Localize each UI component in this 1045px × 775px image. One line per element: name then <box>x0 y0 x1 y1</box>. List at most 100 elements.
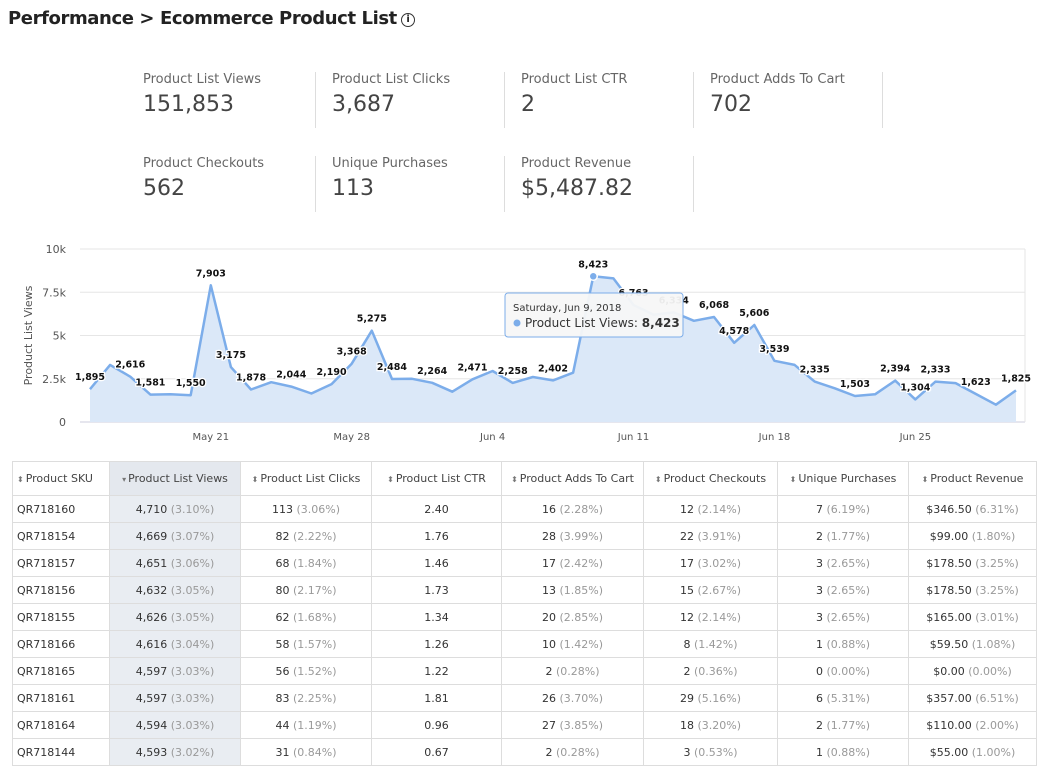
cell-value: $165.00 <box>926 610 972 624</box>
column-header[interactable]: Product SKU <box>12 461 110 496</box>
tooltip-value: 8,423 <box>642 316 680 330</box>
line <box>89 275 1017 406</box>
cell-percent: (1.77%) <box>826 529 871 543</box>
kpi-label: Unique Purchases <box>332 156 448 171</box>
cell-value: 22 <box>679 529 694 543</box>
cell-percent: (6.19%) <box>826 502 871 516</box>
data-label: 3,368 <box>337 347 367 358</box>
info-icon[interactable]: i <box>400 13 415 27</box>
cell-value: 26 <box>541 691 556 705</box>
cell-value: 12 <box>679 502 694 516</box>
cell-value: 2 <box>815 718 823 732</box>
kpi-label: Product Checkouts <box>143 156 265 171</box>
column-header[interactable]: Product List CTR <box>371 461 502 496</box>
cell-percent: (2.25%) <box>292 691 337 705</box>
cell-value: 13 <box>541 583 556 597</box>
table-cell: 0.96 <box>371 711 502 739</box>
x-tick-label: May 28 <box>333 432 370 443</box>
cell-percent: (2.28%) <box>559 502 604 516</box>
table-cell: 58 (1.57%) <box>240 630 372 658</box>
kpi-value: 2 <box>521 92 535 117</box>
cell-value: 7 <box>815 502 823 516</box>
column-header[interactable]: Product List Clicks <box>240 461 372 496</box>
cell-value: 16 <box>541 502 556 516</box>
data-label: 1,623 <box>961 377 991 388</box>
cell-percent: (2.65%) <box>826 583 871 597</box>
table-row: QR718154 4,669 (3.07%) 82 (2.22%) 1.76 28 (3… <box>12 522 1037 550</box>
table-cell: $55.00 (1.00%) <box>908 738 1037 766</box>
cell-value: 31 <box>275 745 290 759</box>
y-tick-label: 10k <box>46 243 67 256</box>
data-label: 2,264 <box>417 366 447 377</box>
cell-value: 1 <box>815 745 823 759</box>
table-cell: QR718164 <box>12 711 110 739</box>
kpi-value: 3,687 <box>332 92 395 117</box>
y-axis-title: Product List Views <box>22 285 35 385</box>
table-cell: QR718161 <box>12 684 110 712</box>
table-cell: 16 (2.28%) <box>501 495 644 523</box>
hover-point <box>588 271 599 282</box>
cell-value: 3 <box>815 610 823 624</box>
column-header[interactable]: Product Revenue <box>908 461 1037 496</box>
table-cell: QR718154 <box>12 522 110 550</box>
cell-value: 4,669 <box>135 529 168 543</box>
table-cell: 26 (3.70%) <box>501 684 644 712</box>
table-cell: 7 (6.19%) <box>777 495 909 523</box>
cell-percent: (3.10%) <box>170 502 215 516</box>
table-cell: 113 (3.06%) <box>240 495 372 523</box>
cell-percent: (1.80%) <box>971 529 1016 543</box>
data-label: 3,539 <box>759 344 789 355</box>
table-cell: 1.81 <box>371 684 502 712</box>
table-cell: QR718155 <box>12 603 110 631</box>
cell-percent: (2.65%) <box>826 610 871 624</box>
table-cell: QR718160 <box>12 495 110 523</box>
table-head: Product SKUProduct List ViewsProduct Lis… <box>12 461 1037 496</box>
table-cell: 28 (3.99%) <box>501 522 644 550</box>
table-cell: $165.00 (3.01%) <box>908 603 1037 631</box>
cell-percent: (1.00%) <box>971 745 1016 759</box>
cell-percent: (1.19%) <box>292 718 337 732</box>
table-cell: 2 (0.28%) <box>501 738 644 766</box>
table-cell: QR718156 <box>12 576 110 604</box>
cell-value: 4,593 <box>135 745 168 759</box>
cell-value: 6 <box>815 691 823 705</box>
table-cell: $346.50 (6.31%) <box>908 495 1037 523</box>
cell-percent: (1.84%) <box>292 556 337 570</box>
table-cell: 1.46 <box>371 549 502 577</box>
table-body: QR718160 4,710 (3.10%) 113 (3.06%) 2.40 16 (… <box>12 495 1037 766</box>
table-cell: QR718157 <box>12 549 110 577</box>
cell-percent: (3.04%) <box>170 637 215 651</box>
cell-value: 2 <box>815 529 823 543</box>
cell-percent: (3.05%) <box>170 610 215 624</box>
cell-percent: (3.91%) <box>697 529 742 543</box>
table-cell: 6 (5.31%) <box>777 684 909 712</box>
column-header[interactable]: Unique Purchases <box>777 461 909 496</box>
column-header[interactable]: Product List Views <box>109 461 241 496</box>
cell-percent: (1.68%) <box>292 610 337 624</box>
table-cell: 82 (2.22%) <box>240 522 372 550</box>
table-cell: 22 (3.91%) <box>643 522 778 550</box>
table-cell: 1 (0.88%) <box>777 630 909 658</box>
cell-value: 4,594 <box>135 718 168 732</box>
title-text: Performance > Ecommerce Product List <box>8 8 397 29</box>
cell-value: 4,710 <box>135 502 168 516</box>
table-cell: QR718165 <box>12 657 110 685</box>
kpi-label: Product List CTR <box>521 72 628 87</box>
cell-percent: (3.03%) <box>170 664 215 678</box>
cell-percent: (5.16%) <box>697 691 742 705</box>
kpi-value: 562 <box>143 176 185 201</box>
header-row: Product SKUProduct List ViewsProduct Lis… <box>12 461 1037 496</box>
table-cell: 0 (0.00%) <box>777 657 909 685</box>
cell-value: 4,597 <box>135 691 168 705</box>
table-cell: 4,593 (3.02%) <box>109 738 241 766</box>
cell-percent: (0.28%) <box>555 664 600 678</box>
kpi-label: Product Adds To Cart <box>710 72 845 87</box>
cell-percent: (6.31%) <box>975 502 1019 516</box>
column-header[interactable]: Product Checkouts <box>643 461 778 496</box>
table-cell: 13 (1.85%) <box>501 576 644 604</box>
cell-percent: (2.67%) <box>697 583 742 597</box>
kpi-value: 702 <box>710 92 752 117</box>
data-label: 1,581 <box>135 378 165 389</box>
column-header[interactable]: Product Adds To Cart <box>501 461 644 496</box>
cell-percent: (3.03%) <box>170 718 215 732</box>
